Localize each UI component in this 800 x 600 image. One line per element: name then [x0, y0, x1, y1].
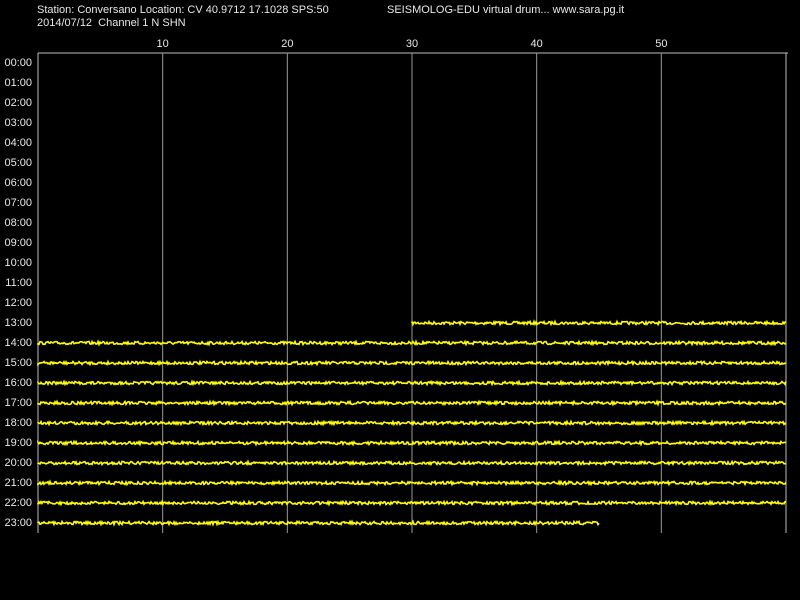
row-label: 15:00 — [4, 357, 32, 369]
date-channel: 2014/07/12 Channel 1 N SHN — [37, 17, 186, 29]
row-label: 16:00 — [4, 377, 32, 389]
row-label: 13:00 — [4, 317, 32, 329]
trace — [37, 519, 600, 527]
trace — [37, 379, 787, 387]
trace — [37, 399, 787, 407]
trace — [37, 419, 787, 427]
row-label: 02:00 — [4, 97, 32, 109]
row-label: 00:00 — [4, 57, 32, 69]
row-label: 19:00 — [4, 437, 32, 449]
row-label: 08:00 — [4, 217, 32, 229]
x-tick-label: 50 — [655, 38, 667, 50]
row-label: 09:00 — [4, 237, 32, 249]
x-tick-label: 30 — [406, 38, 418, 50]
trace — [37, 479, 787, 487]
software-info: SEISMOLOG-EDU virtual drum... www.sara.p… — [387, 4, 624, 16]
x-tick-label: 10 — [157, 38, 169, 50]
row-label: 17:00 — [4, 397, 32, 409]
row-label: 18:00 — [4, 417, 32, 429]
row-label: 01:00 — [4, 77, 32, 89]
row-label: 22:00 — [4, 497, 32, 509]
row-label: 14:00 — [4, 337, 32, 349]
x-tick-label: 20 — [281, 38, 293, 50]
row-label: 12:00 — [4, 297, 32, 309]
row-label: 21:00 — [4, 477, 32, 489]
row-label: 07:00 — [4, 197, 32, 209]
trace — [37, 339, 787, 347]
row-label: 11:00 — [5, 277, 32, 289]
station-info: Station: Conversano Location: CV 40.9712… — [37, 4, 329, 16]
row-label: 10:00 — [4, 257, 32, 269]
row-label: 23:00 — [4, 517, 32, 529]
row-label: 03:00 — [4, 117, 32, 129]
trace — [37, 499, 787, 507]
x-tick-label: 40 — [531, 38, 543, 50]
row-label: 20:00 — [4, 457, 32, 469]
trace — [37, 439, 787, 447]
row-label: 05:00 — [4, 157, 32, 169]
trace — [411, 319, 787, 327]
trace — [37, 359, 787, 367]
row-label: 06:00 — [4, 177, 32, 189]
row-label: 04:00 — [4, 137, 32, 149]
trace — [37, 459, 787, 467]
